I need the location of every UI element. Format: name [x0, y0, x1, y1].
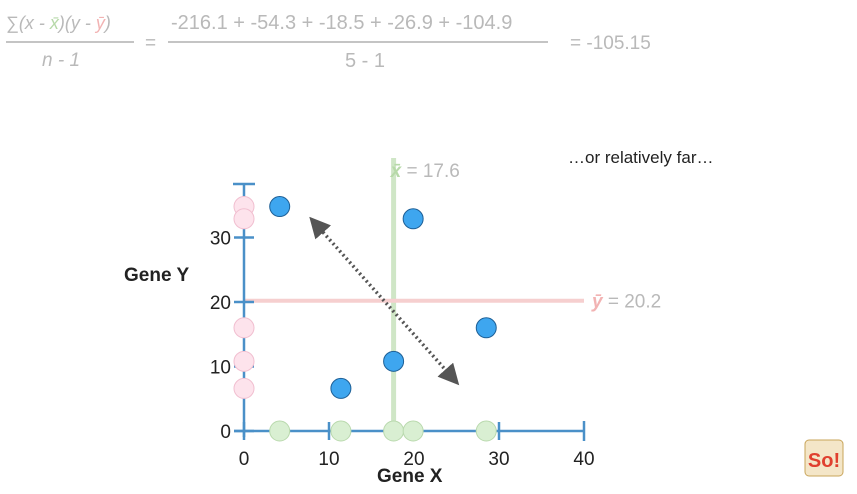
formula-denominator: n - 1: [42, 50, 81, 71]
x-projection-point: [269, 420, 291, 442]
y-tick-label: 0: [220, 422, 231, 443]
x-projection-point: [330, 420, 352, 442]
data-point: [269, 196, 291, 218]
x-tick-label: 0: [239, 449, 250, 470]
x-projection-point: [402, 420, 424, 442]
y-tick-label: 10: [210, 358, 231, 379]
y-projection-point: [233, 208, 255, 230]
numerator-part-5: ): [104, 13, 111, 33]
svg-text:So!: So!: [808, 450, 840, 472]
x-projection-point: [383, 420, 405, 442]
mean-y-label: ȳ = 20.2: [591, 292, 661, 313]
xbar-symbol: x̄: [49, 13, 59, 33]
data-point: [402, 208, 424, 230]
formula-values-denominator: 5 - 1: [345, 50, 386, 72]
x-tick-label: 40: [573, 449, 594, 470]
y-projection-point: [233, 317, 255, 339]
sum-symbol: ∑: [6, 13, 19, 33]
statquest-logo: So!: [804, 439, 844, 477]
formula-fraction-bar-right: [168, 41, 548, 43]
y-projection-point: [233, 350, 255, 372]
formula-fraction-bar-left: [6, 41, 134, 43]
formula-equals: =: [145, 33, 157, 54]
formula-result: = -105.15: [570, 33, 651, 54]
y-tick-label: 20: [210, 293, 231, 314]
double-arrow: [309, 216, 460, 386]
y-projection-point: [233, 377, 255, 399]
numerator-part-1: (x -: [18, 13, 50, 33]
formula-numerator: ∑(x - x̄)(y - ȳ): [6, 13, 111, 34]
annotation-text: …or relatively far…: [568, 148, 714, 167]
data-point: [383, 350, 405, 372]
x-projection-point: [475, 420, 497, 442]
formula-values-numerator: -216.1 + -54.3 + -18.5 + -26.9 + -104.9: [171, 12, 513, 34]
data-point: [475, 317, 497, 339]
y-axis-title: Gene Y: [124, 265, 190, 286]
x-tick-label: 20: [403, 449, 424, 470]
data-point: [330, 377, 352, 399]
y-tick-label: 30: [210, 229, 231, 250]
ybar-symbol: ȳ: [95, 13, 105, 33]
x-tick-label: 10: [318, 449, 339, 470]
x-tick-label: 30: [488, 449, 509, 470]
mean-x-label: x̄ = 17.6: [390, 161, 460, 182]
x-axis-title: Gene X: [377, 466, 443, 487]
numerator-part-3: )(y -: [58, 13, 96, 33]
